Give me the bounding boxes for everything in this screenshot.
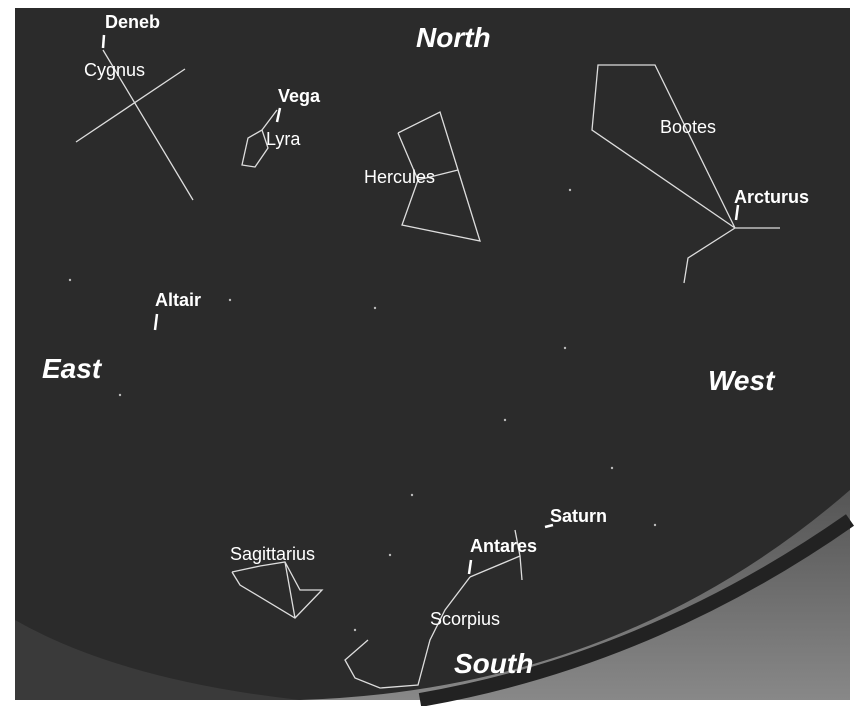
direction-label: East	[42, 353, 103, 384]
constellation-label: Sagittarius	[230, 544, 315, 564]
star-label: Saturn	[550, 506, 607, 526]
direction-label: South	[454, 648, 533, 679]
sky-map: Deneb Vega Altair Arcturus Antares Satur…	[0, 0, 856, 706]
constellation-label: Bootes	[660, 117, 716, 137]
star-label: Arcturus	[734, 187, 809, 207]
constellation-label: Cygnus	[84, 60, 145, 80]
star-label: Deneb	[105, 12, 160, 32]
constellation-label: Lyra	[266, 129, 301, 149]
star-label: Vega	[278, 86, 321, 106]
star-label: Antares	[470, 536, 537, 556]
direction-label: West	[708, 365, 776, 396]
star-label: Altair	[155, 290, 201, 310]
constellation-label: Scorpius	[430, 609, 500, 629]
direction-label: North	[416, 22, 491, 53]
constellation-label: Hercules	[364, 167, 435, 187]
